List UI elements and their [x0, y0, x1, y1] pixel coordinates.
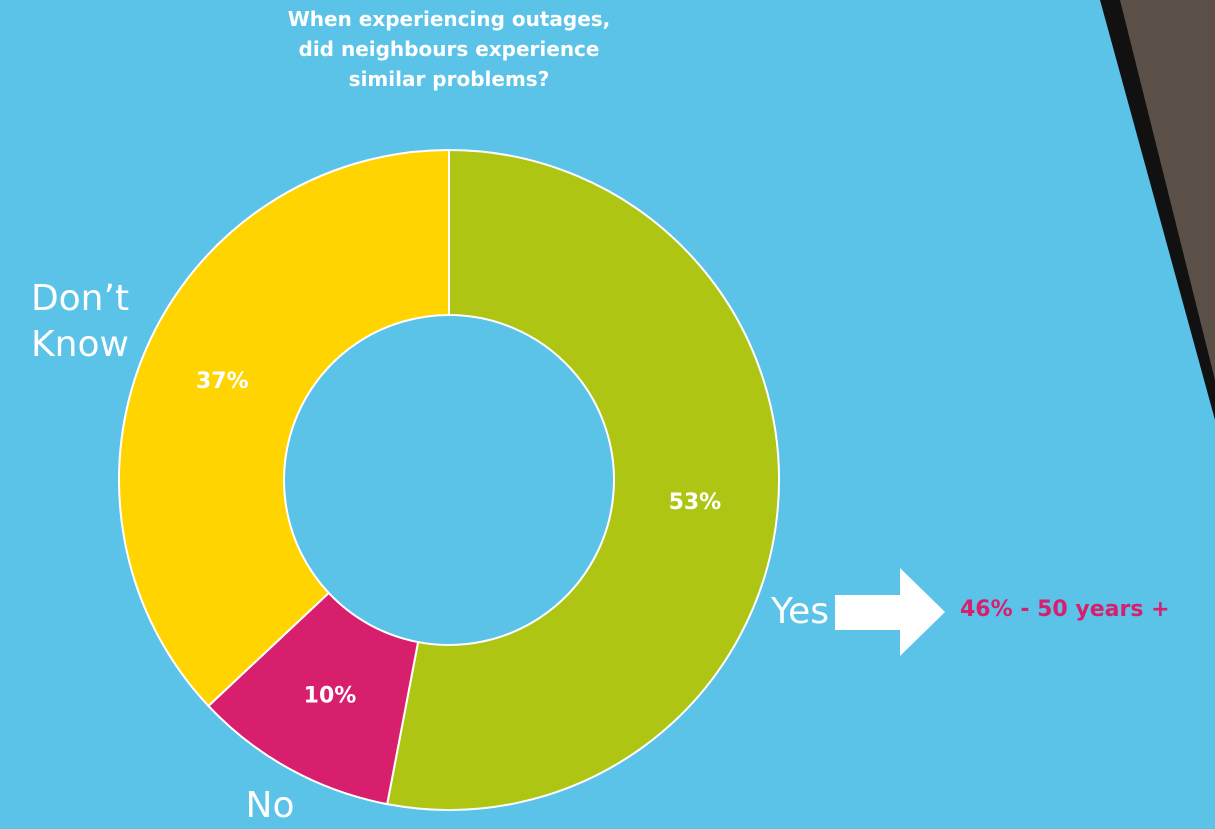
donut-slice — [118, 148, 450, 708]
category-label: Don’t Know — [30, 278, 130, 365]
arrow — [835, 568, 945, 656]
corner-photo — [1120, 0, 1215, 380]
data-label: 53% — [669, 490, 722, 515]
category-label: Yes — [770, 591, 830, 632]
data-label: 37% — [196, 369, 249, 394]
data-label: 10% — [304, 683, 357, 708]
annotation: 46% - 50 years + — [960, 597, 1170, 622]
category-label: No — [245, 785, 295, 826]
donut-slice — [385, 148, 780, 811]
chart-title: When experiencing outages, did neighbour… — [287, 7, 611, 91]
